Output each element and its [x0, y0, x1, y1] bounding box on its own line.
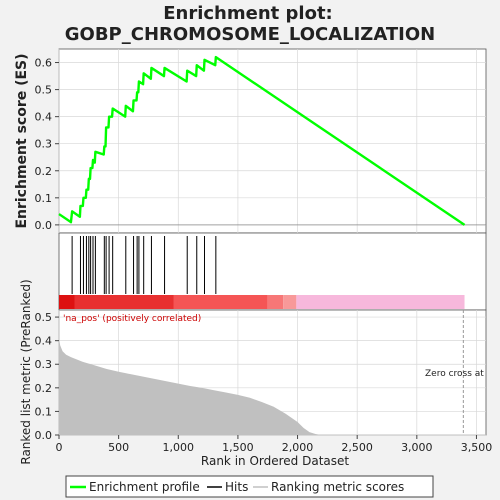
hit-markers	[71, 236, 217, 294]
es-panel	[58, 48, 487, 234]
es-y-tick-label-5: 0.5	[35, 84, 53, 97]
metric-y-tick-label-5: 0.5	[35, 311, 53, 324]
es-grid	[58, 49, 486, 233]
legend-metric-label: Ranking metric scores	[271, 480, 404, 494]
es-y-tick-label-3: 0.3	[35, 138, 53, 151]
es-y-axis-label: Enrichment score (ES)	[14, 53, 30, 228]
legend-hits-label: Hits	[225, 480, 248, 494]
metric-y-tick-label-4: 0.4	[35, 335, 53, 348]
color-bar-segment-1	[74, 295, 174, 309]
color-bar-segment-2	[173, 295, 268, 309]
color-bar-segment-4	[283, 295, 297, 309]
enrichment-profile-path	[58, 55, 466, 226]
color-bar-segment-5	[296, 295, 465, 309]
metric-y-axis-label: Ranked list metric (PreRanked)	[19, 279, 33, 464]
ranking-metric-area-path	[59, 338, 465, 435]
x-axis-label: Rank in Ordered Dataset	[201, 454, 349, 468]
es-y-tick-label-0: 0.0	[35, 219, 53, 232]
color-bar-segment-3	[267, 295, 284, 309]
chart-subtitle: GOBP_CHROMOSOME_LOCALIZATION	[65, 24, 435, 45]
x-tick-label-5: 2,500	[341, 441, 373, 454]
enrichment-profile-line	[58, 55, 466, 226]
legend: Enrichment profile Hits Ranking metric s…	[65, 475, 434, 498]
es-y-tick-label-6: 0.6	[35, 57, 53, 70]
metric-y-tick-label-2: 0.2	[35, 382, 53, 395]
x-tick-label-0: 0	[56, 441, 63, 454]
rank-color-bar	[59, 295, 465, 309]
metric-y-tick-label-3: 0.3	[35, 358, 53, 371]
es-y-tick-label-2: 0.2	[35, 165, 53, 178]
positive-correlation-label: 'na_pos' (positively correlated)	[63, 314, 201, 324]
color-bar-segment-0	[59, 295, 75, 309]
x-tick-label-1: 500	[108, 441, 129, 454]
metric-y-tick-label-0: 0.0	[35, 429, 53, 442]
ranking-metric-area	[59, 338, 465, 435]
x-tick-label-3: 1,500	[222, 441, 254, 454]
chart-title: Enrichment plot:	[163, 3, 333, 24]
legend-profile-label: Enrichment profile	[89, 480, 200, 494]
legend-box	[65, 475, 434, 498]
x-tick-label-4: 2,000	[282, 441, 314, 454]
es-y-tick-label-1: 0.1	[35, 192, 53, 205]
x-tick-label-6: 3,000	[401, 441, 433, 454]
zero-cross-label: Zero cross at	[425, 369, 484, 379]
x-axis: 0 500 1,000 1,500 2,000 2,500 3,000 3,500	[56, 435, 493, 454]
x-tick-label-2: 1,000	[163, 441, 195, 454]
es-y-tick-label-4: 0.4	[35, 111, 53, 124]
es-y-axis: 0.0 0.1 0.2 0.3 0.4 0.5 0.6	[35, 57, 59, 232]
metric-y-axis: 0.0 0.1 0.2 0.3 0.4 0.5	[35, 311, 59, 442]
metric-y-tick-label-1: 0.1	[35, 405, 53, 418]
x-tick-label-7: 3,500	[461, 441, 493, 454]
